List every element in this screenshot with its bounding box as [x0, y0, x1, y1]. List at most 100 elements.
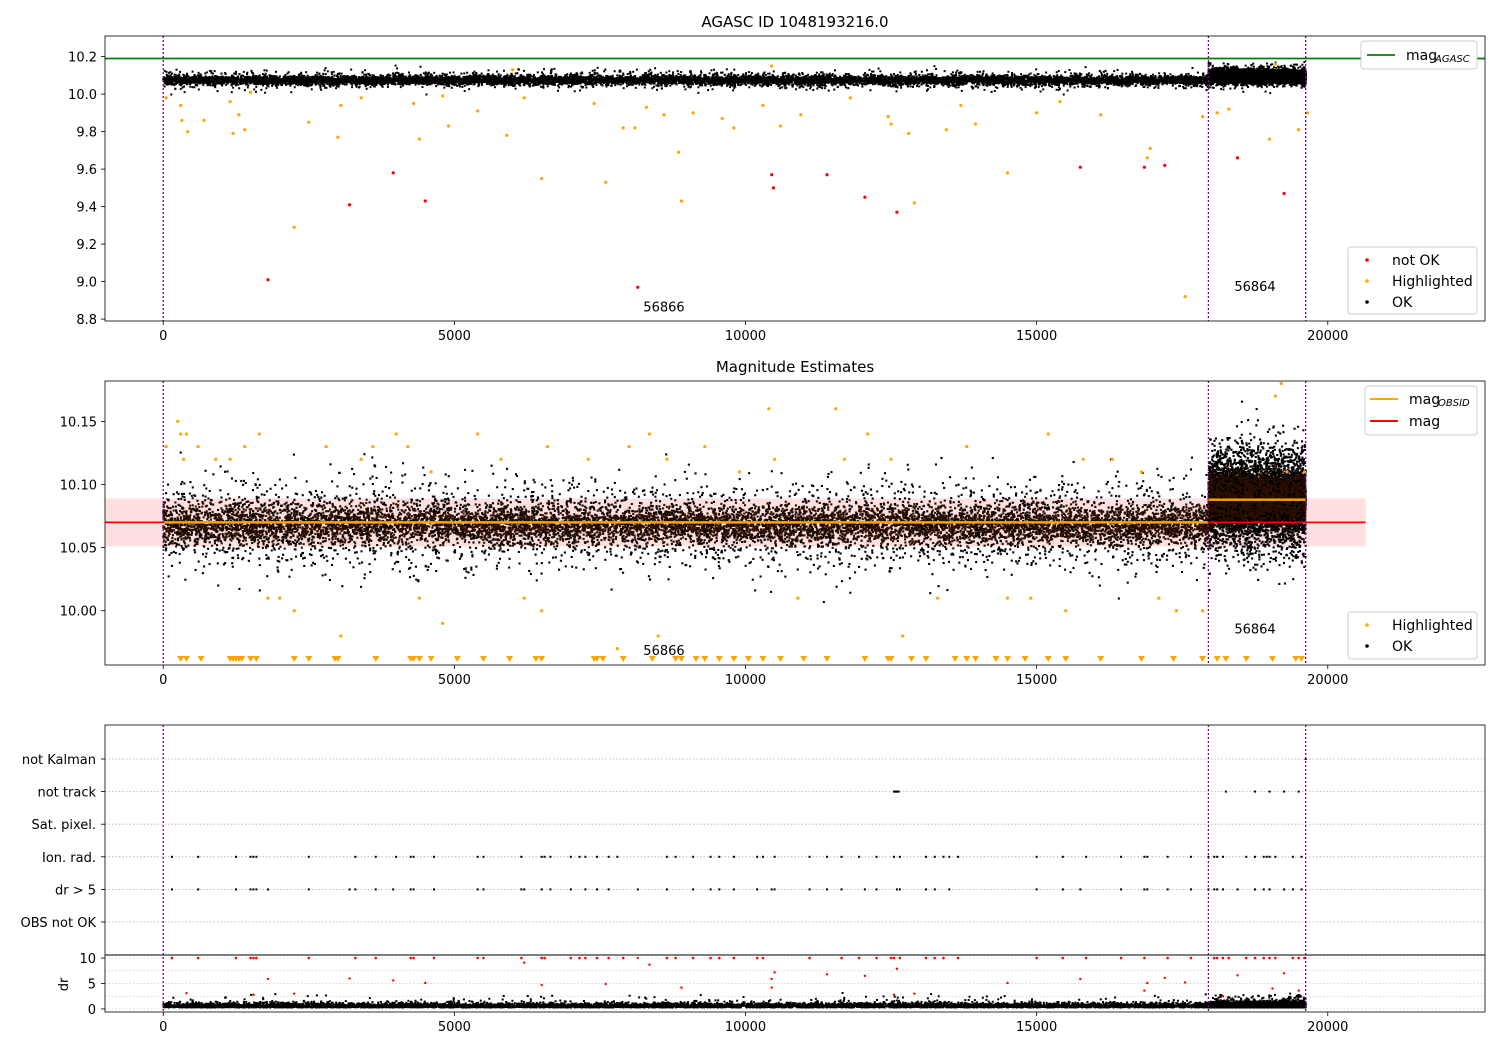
- ok-point: [1006, 74, 1009, 77]
- ok-point: [1087, 74, 1090, 77]
- ok-point: [433, 71, 436, 74]
- ok-point: [725, 68, 728, 71]
- ok-point: [380, 77, 383, 80]
- ok-point: [397, 72, 400, 75]
- ok-point: [237, 83, 240, 86]
- ok-point: [1020, 73, 1023, 76]
- ok-point: [264, 72, 267, 75]
- ok-point: [595, 84, 598, 87]
- ok-point: [763, 83, 766, 86]
- ok-point: [1124, 84, 1127, 87]
- ok-point: [310, 79, 313, 82]
- ok-point: [619, 69, 622, 72]
- ok-point: [306, 74, 309, 77]
- ok-point: [830, 82, 833, 85]
- ok-point: [526, 73, 529, 76]
- ok-point: [803, 82, 806, 85]
- ok-point: [711, 73, 715, 76]
- ok-point: [649, 73, 653, 76]
- ok-point: [576, 82, 579, 85]
- ok-point: [506, 73, 509, 76]
- ok-point: [644, 75, 647, 78]
- ok-point: [1189, 83, 1192, 86]
- ok-point: [414, 77, 417, 80]
- ok-point: [895, 90, 898, 93]
- ok-point: [1069, 85, 1072, 88]
- ok-point: [751, 83, 754, 86]
- ok-point: [243, 76, 247, 79]
- ok-point: [596, 66, 599, 69]
- ok-point: [607, 83, 610, 87]
- ok-point: [795, 88, 798, 91]
- ok-point: [843, 84, 847, 87]
- ok-point: [914, 70, 917, 73]
- ok-point: [235, 72, 238, 75]
- ok-point: [1125, 72, 1128, 75]
- ok-point: [211, 72, 214, 75]
- ok-point: [241, 81, 244, 84]
- ok-point: [981, 82, 984, 85]
- ok-point: [739, 83, 742, 87]
- ok-point: [689, 86, 692, 89]
- ok-point: [357, 76, 361, 79]
- ok-point: [305, 71, 308, 74]
- ok-point: [1134, 73, 1137, 76]
- ok-point: [1007, 70, 1010, 73]
- ok-point: [358, 85, 361, 88]
- ok-point: [254, 90, 257, 93]
- ok-point: [733, 86, 736, 89]
- ok-point: [1026, 74, 1029, 77]
- ok-point: [210, 71, 213, 74]
- ok-point: [801, 82, 804, 85]
- ok-point: [748, 86, 751, 89]
- ok-point: [454, 83, 457, 86]
- ok-point: [1201, 85, 1204, 88]
- ok-point: [490, 84, 493, 87]
- ok-point: [1127, 77, 1130, 80]
- ok-point: [1055, 71, 1058, 74]
- ok-point: [927, 73, 930, 76]
- ok-point: [1077, 85, 1080, 88]
- ok-point: [1057, 76, 1060, 79]
- ok-point: [341, 82, 345, 85]
- ok-point: [1080, 73, 1083, 76]
- ok-point: [332, 84, 335, 87]
- ok-point: [932, 75, 935, 78]
- ok-point: [750, 72, 753, 75]
- ok-point: [929, 86, 932, 89]
- ok-point: [896, 86, 899, 89]
- ok-point: [491, 73, 495, 76]
- ok-point: [1081, 85, 1084, 88]
- ok-point: [796, 84, 799, 87]
- ok-point: [268, 74, 271, 77]
- ok-point: [1002, 79, 1006, 82]
- ok-point: [791, 85, 794, 88]
- ok-point: [994, 86, 997, 89]
- ok-point: [330, 83, 333, 86]
- ok-point: [816, 87, 819, 90]
- ok-point: [787, 74, 791, 77]
- ok-point: [355, 85, 358, 88]
- ok-point: [563, 76, 566, 79]
- ok-point: [760, 85, 763, 88]
- ok-point: [593, 71, 596, 74]
- ok-point: [450, 86, 453, 89]
- ok-point: [480, 83, 483, 86]
- ok-point: [697, 86, 700, 89]
- ok-point: [737, 83, 740, 86]
- ok-point: [989, 83, 992, 86]
- ok-point: [1062, 93, 1065, 96]
- ok-point: [569, 73, 572, 76]
- ok-point: [558, 86, 561, 89]
- ok-point: [1200, 83, 1203, 86]
- ok-point: [635, 68, 638, 71]
- ok-point: [546, 85, 549, 88]
- ok-point: [622, 87, 625, 90]
- ok-point: [1204, 82, 1208, 85]
- ok-point: [1069, 72, 1072, 75]
- ok-point: [230, 91, 233, 94]
- ok-point: [515, 76, 518, 80]
- ok-point: [809, 85, 812, 88]
- ok-point: [302, 76, 305, 79]
- ok-point: [707, 76, 710, 79]
